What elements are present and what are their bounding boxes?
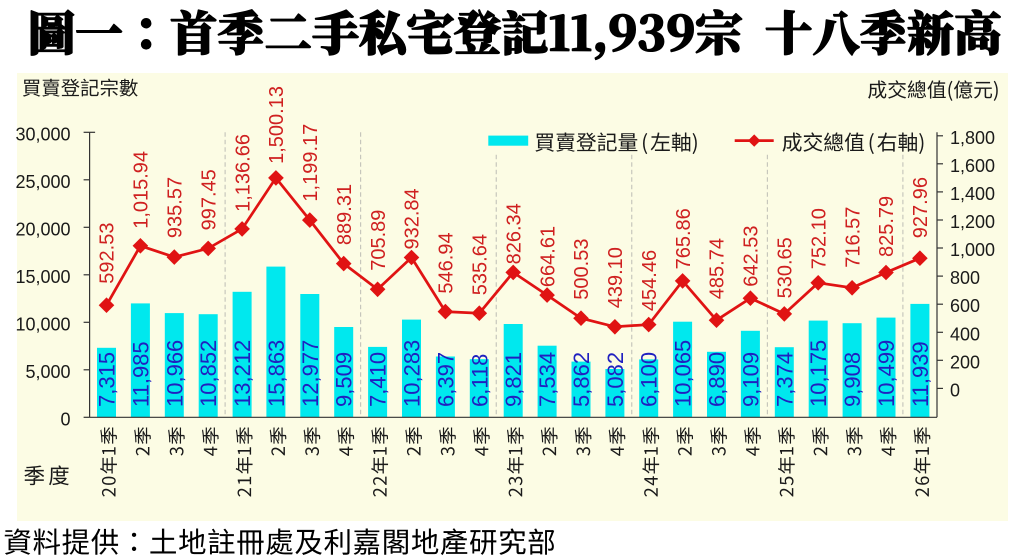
svg-text:10,852: 10,852 xyxy=(196,340,221,407)
svg-text:600: 600 xyxy=(950,296,980,316)
svg-text:9,821: 9,821 xyxy=(501,352,526,407)
svg-text:30,000: 30,000 xyxy=(15,124,70,144)
svg-text:0: 0 xyxy=(950,380,960,400)
svg-text:10,000: 10,000 xyxy=(15,314,70,334)
svg-text:25,000: 25,000 xyxy=(15,172,70,192)
svg-text:7,534: 7,534 xyxy=(535,352,560,407)
svg-text:825.79: 825.79 xyxy=(876,196,898,257)
svg-text:1,600: 1,600 xyxy=(950,156,995,176)
svg-text:1,136.66: 1,136.66 xyxy=(232,134,254,212)
svg-text:9,509: 9,509 xyxy=(332,352,357,407)
svg-text:7,374: 7,374 xyxy=(772,352,797,407)
svg-text:11,985: 11,985 xyxy=(128,341,153,407)
svg-text:439.10: 439.10 xyxy=(605,247,627,308)
svg-text:826.34: 826.34 xyxy=(503,203,525,264)
svg-text:6,890: 6,890 xyxy=(705,352,730,407)
svg-text:10,283: 10,283 xyxy=(400,340,425,407)
svg-text:10,065: 10,065 xyxy=(671,340,696,407)
svg-text:530.65: 530.65 xyxy=(775,237,797,298)
svg-text:752.10: 752.10 xyxy=(808,208,830,269)
svg-text:1,400: 1,400 xyxy=(950,184,995,204)
svg-text:6,100: 6,100 xyxy=(637,352,662,407)
svg-text:5,000: 5,000 xyxy=(25,362,70,382)
svg-text:800: 800 xyxy=(950,268,980,288)
svg-text:932.84: 932.84 xyxy=(402,188,424,249)
svg-text:705.89: 705.89 xyxy=(368,210,390,271)
svg-text:7,315: 7,315 xyxy=(95,352,120,407)
svg-text:10,499: 10,499 xyxy=(874,340,899,407)
svg-text:1,500.13: 1,500.13 xyxy=(266,86,288,164)
svg-text:889.31: 889.31 xyxy=(334,184,356,245)
svg-text:454.46: 454.46 xyxy=(639,250,661,311)
svg-text:664.61: 664.61 xyxy=(537,226,559,287)
svg-text:535.64: 535.64 xyxy=(470,234,492,295)
svg-text:200: 200 xyxy=(950,352,980,372)
svg-text:935.57: 935.57 xyxy=(165,177,187,238)
svg-text:1,000: 1,000 xyxy=(950,240,995,260)
svg-text:592.53: 592.53 xyxy=(97,223,119,284)
svg-text:10,175: 10,175 xyxy=(806,340,831,407)
svg-text:1,800: 1,800 xyxy=(950,128,995,148)
svg-text:500.53: 500.53 xyxy=(571,239,593,300)
svg-text:13,212: 13,212 xyxy=(230,340,255,407)
svg-text:400: 400 xyxy=(950,324,980,344)
svg-text:0: 0 xyxy=(60,409,70,429)
svg-text:10,966: 10,966 xyxy=(162,340,187,407)
svg-text:5,082: 5,082 xyxy=(603,352,628,407)
svg-text:15,000: 15,000 xyxy=(15,267,70,287)
svg-text:9,109: 9,109 xyxy=(738,352,763,407)
svg-text:765.86: 765.86 xyxy=(673,208,695,269)
svg-text:12,977: 12,977 xyxy=(298,340,323,407)
svg-text:927.96: 927.96 xyxy=(910,177,932,238)
svg-text:642.53: 642.53 xyxy=(741,226,763,287)
svg-text:716.57: 716.57 xyxy=(842,207,864,268)
svg-text:485.74: 485.74 xyxy=(707,238,729,299)
svg-text:9,908: 9,908 xyxy=(840,352,865,407)
svg-text:1,200: 1,200 xyxy=(950,212,995,232)
svg-text:1,199.17: 1,199.17 xyxy=(300,124,322,202)
svg-text:5,862: 5,862 xyxy=(569,352,594,407)
svg-text:1,015.94: 1,015.94 xyxy=(131,151,153,229)
svg-text:15,863: 15,863 xyxy=(264,340,289,407)
svg-text:997.45: 997.45 xyxy=(198,169,220,230)
svg-text:6,397: 6,397 xyxy=(433,352,458,407)
svg-text:11,939: 11,939 xyxy=(908,341,933,407)
svg-text:7,410: 7,410 xyxy=(366,352,391,407)
svg-text:20,000: 20,000 xyxy=(15,219,70,239)
svg-text:546.94: 546.94 xyxy=(436,232,458,293)
svg-text:6,118: 6,118 xyxy=(467,354,492,407)
